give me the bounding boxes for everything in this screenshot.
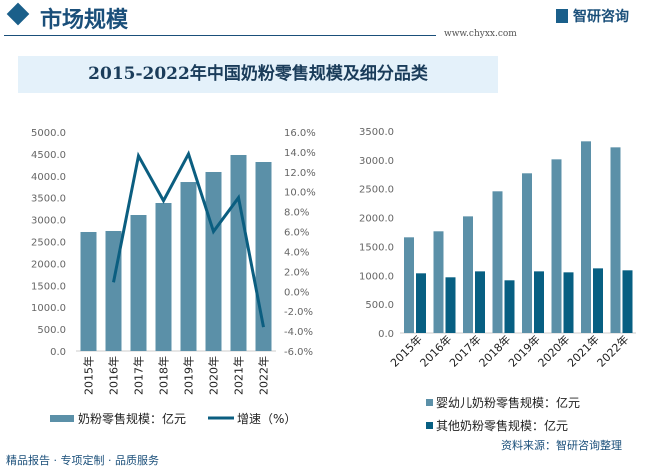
right-y-tick: 12.0% bbox=[284, 168, 316, 179]
left-y-tick: 1500.0 bbox=[31, 281, 66, 292]
source-note: 资料来源：智研咨询整理 bbox=[501, 439, 622, 452]
right-y-tick: -6.0% bbox=[284, 347, 313, 358]
bar-retail-2021年 bbox=[230, 154, 247, 351]
legend-swatch bbox=[426, 399, 433, 406]
left-x-tick: 2015年 bbox=[82, 356, 96, 395]
right-y-tick: 16.0% bbox=[284, 128, 316, 139]
left-x-tick: 2019年 bbox=[182, 356, 196, 395]
right-chart-y-tick: 2500.0 bbox=[359, 185, 394, 196]
left-y-tick: 1000.0 bbox=[31, 303, 66, 314]
section-title: 市场规模 bbox=[40, 7, 129, 33]
left-y-tick: 0.0 bbox=[50, 347, 66, 358]
left-x-tick: 2018年 bbox=[157, 356, 171, 395]
bar-retail-2015年 bbox=[80, 231, 97, 351]
left-y-tick: 500.0 bbox=[37, 325, 66, 336]
bar-other-2020年 bbox=[563, 272, 574, 333]
footer-slogan: 精品报告 · 专项定制 · 品质服务 bbox=[6, 454, 159, 467]
bar-other-2017年 bbox=[475, 271, 485, 333]
left-y-tick: 4000.0 bbox=[31, 172, 66, 183]
right-x-tick: 2018年 bbox=[476, 332, 513, 369]
site-url: www.chyxx.com bbox=[444, 29, 517, 39]
left-y-tick: 2500.0 bbox=[31, 238, 66, 249]
legend-bar-swatch bbox=[50, 415, 74, 422]
chart-title: 2015-2022年中国奶粉零售规模及细分品类 bbox=[18, 56, 498, 93]
right-x-tick: 2022年 bbox=[594, 332, 631, 369]
brand-logo: 智研咨询 bbox=[556, 6, 629, 26]
right-y-tick: 0.0% bbox=[284, 287, 309, 298]
legend-line-label: 增速（%） bbox=[237, 412, 296, 426]
right-chart-y-tick: 500.0 bbox=[365, 300, 394, 311]
right-chart-y-tick: 1500.0 bbox=[359, 242, 394, 253]
right-y-tick: -4.0% bbox=[284, 327, 313, 338]
right-y-tick: -2.0% bbox=[284, 307, 313, 318]
bar-other-2021年 bbox=[593, 268, 603, 333]
bar-retail-2018年 bbox=[155, 202, 172, 351]
legend-swatch bbox=[426, 422, 433, 429]
bar-retail-2017年 bbox=[130, 215, 147, 351]
bar-infant-2016年 bbox=[433, 231, 444, 333]
left-y-tick: 3500.0 bbox=[31, 194, 66, 205]
right-y-tick: 6.0% bbox=[284, 228, 309, 239]
left-x-tick: 2016年 bbox=[107, 356, 121, 395]
right-y-tick: 10.0% bbox=[284, 188, 316, 199]
legend-label: 其他奶粉零售规模：亿元 bbox=[436, 418, 568, 433]
bar-infant-2019年 bbox=[522, 173, 532, 333]
bar-retail-2020年 bbox=[205, 171, 222, 351]
right-y-tick: 8.0% bbox=[284, 208, 309, 219]
logo-icon bbox=[556, 9, 568, 23]
legend-bar-label: 奶粉零售规模：亿元 bbox=[78, 411, 186, 426]
right-chart-y-tick: 0.0 bbox=[378, 329, 394, 340]
right-y-tick: 14.0% bbox=[284, 148, 316, 159]
bar-other-2018年 bbox=[504, 280, 515, 333]
right-y-tick: 2.0% bbox=[284, 267, 309, 278]
right-x-tick: 2019年 bbox=[505, 332, 542, 369]
right-chart-y-tick: 1000.0 bbox=[359, 271, 394, 282]
growth-line bbox=[112, 150, 265, 328]
logo-text: 智研咨询 bbox=[573, 9, 629, 25]
left-y-tick: 3000.0 bbox=[31, 216, 66, 227]
bar-infant-2017年 bbox=[463, 216, 473, 333]
left-y-tick: 2000.0 bbox=[31, 259, 66, 270]
left-x-tick: 2017年 bbox=[132, 356, 146, 395]
header-divider bbox=[4, 35, 436, 36]
right-y-tick: 4.0% bbox=[284, 247, 309, 258]
bar-other-2019年 bbox=[534, 271, 544, 333]
bar-retail-2019年 bbox=[180, 182, 197, 351]
left-y-tick: 5000.0 bbox=[31, 128, 66, 139]
bar-other-2015年 bbox=[416, 273, 426, 333]
bar-other-2016年 bbox=[445, 277, 456, 333]
left-x-tick: 2020年 bbox=[207, 356, 221, 395]
right-x-tick: 2021年 bbox=[564, 332, 601, 369]
bar-infant-2018年 bbox=[492, 191, 503, 333]
right-chart-y-tick: 3000.0 bbox=[359, 156, 394, 167]
left-x-tick: 2022年 bbox=[257, 356, 271, 395]
right-x-tick: 2016年 bbox=[417, 332, 454, 369]
legend-label: 婴幼儿奶粉零售规模：亿元 bbox=[436, 395, 580, 410]
right-chart-y-tick: 3500.0 bbox=[359, 127, 394, 138]
bar-infant-2021年 bbox=[581, 141, 591, 333]
left-y-tick: 4500.0 bbox=[31, 150, 66, 161]
right-chart-y-tick: 2000.0 bbox=[359, 214, 394, 225]
bar-infant-2015年 bbox=[404, 237, 414, 333]
bar-infant-2020年 bbox=[551, 159, 562, 333]
right-x-tick: 2020年 bbox=[535, 332, 572, 369]
bar-other-2022年 bbox=[622, 270, 633, 333]
right-x-tick: 2017年 bbox=[446, 332, 483, 369]
left-x-tick: 2021年 bbox=[232, 356, 246, 395]
bar-infant-2022年 bbox=[610, 147, 621, 333]
